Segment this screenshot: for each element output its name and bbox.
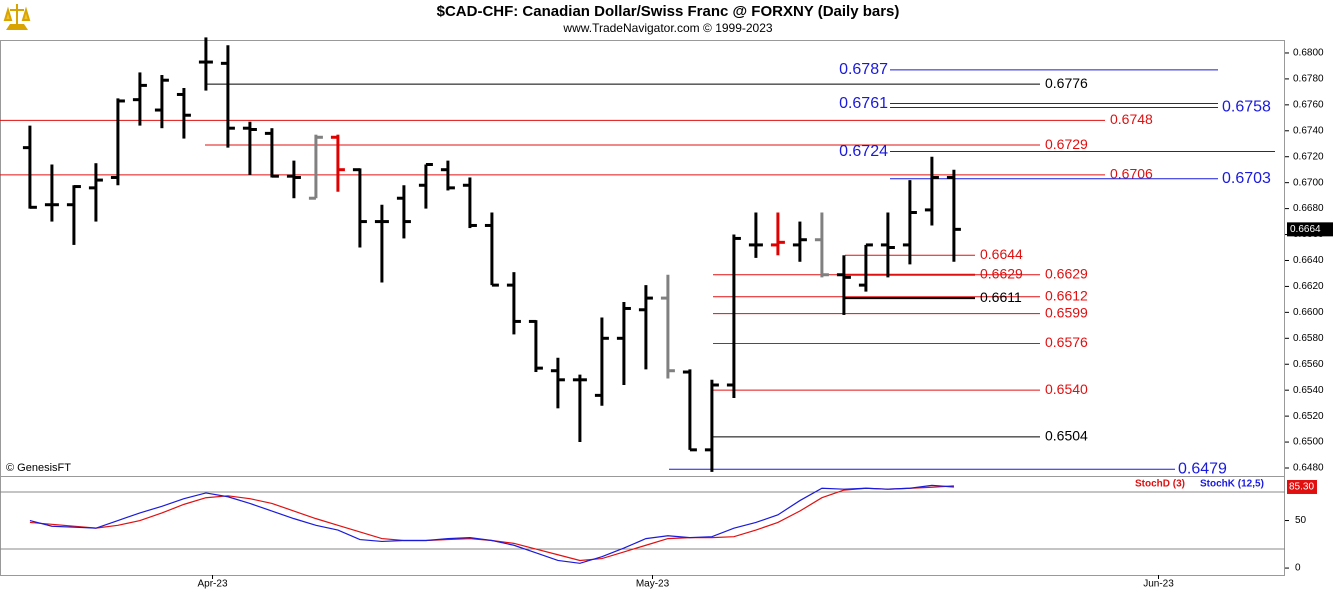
y-tick-label: 0.6600 [1293, 307, 1324, 318]
level-label: 0.6540 [1045, 381, 1088, 397]
chart-subtitle: www.TradeNavigator.com © 1999-2023 [562, 21, 772, 35]
last-price-box [1287, 222, 1333, 237]
level-label: 0.6724 [839, 143, 888, 160]
y-tick-label: 0.6500 [1293, 437, 1324, 448]
y-tick-label: 0.6800 [1293, 48, 1324, 59]
y-tick-label: 0.6760 [1293, 99, 1324, 110]
stoch-panel [0, 476, 1285, 576]
legend-entry: StochD (3) [1135, 479, 1185, 490]
x-tick-label: May-23 [636, 579, 670, 590]
level-label: 0.6599 [1045, 304, 1088, 320]
last-value-box [1287, 479, 1317, 494]
annotation: © GenesisFT [6, 462, 71, 474]
y-tick-label: 0.6520 [1293, 411, 1324, 422]
stoch-line [29, 484, 954, 564]
y-tick-label: 0 [1295, 563, 1301, 574]
y-tick-label: 0.6640 [1293, 255, 1324, 266]
x-tick-label: Apr-23 [198, 579, 228, 590]
level-label: 0.6729 [1045, 136, 1088, 152]
y-tick-label: 0.6680 [1293, 203, 1324, 214]
y-tick-label: 0.6540 [1293, 385, 1324, 396]
last-price-label: 0.6664 [1290, 224, 1321, 235]
level-label: 0.6758 [1222, 99, 1271, 116]
level-label: 0.6611 [980, 289, 1022, 305]
y-tick-label: 50 [1295, 515, 1307, 526]
y-tick-label: 0.6720 [1293, 151, 1324, 162]
level-label: 0.6612 [1045, 288, 1088, 304]
y-tick-label: 0.6620 [1293, 281, 1324, 292]
level-label: 0.6644 [980, 246, 1023, 262]
level-label: 0.6776 [1045, 75, 1088, 91]
x-tick-label: Jun-23 [1143, 579, 1174, 590]
level-label: 0.6576 [1045, 334, 1088, 350]
y-tick-label: 0.6740 [1293, 125, 1324, 136]
level-label: 0.6748 [1110, 111, 1153, 127]
y-tick-label: 0.6580 [1293, 333, 1324, 344]
level-label: 0.6703 [1222, 170, 1271, 187]
level-label: 0.6706 [1110, 166, 1153, 182]
y-tick-label: 0.6480 [1293, 463, 1324, 474]
legend-entry: StochK (12,5) [1200, 479, 1264, 490]
level-label: 0.6787 [839, 61, 888, 78]
chart-title: $CAD-CHF: Canadian Dollar/Swiss Franc @ … [437, 3, 900, 20]
level-label: 0.6629 [980, 265, 1023, 281]
logo [3, 4, 31, 30]
level-label: 0.6761 [839, 95, 888, 112]
y-tick-label: 0.6560 [1293, 359, 1324, 370]
level-label: 0.6629 [1045, 265, 1088, 281]
level-label: 0.6504 [1045, 428, 1088, 444]
y-tick-label: 0.6780 [1293, 74, 1324, 85]
y-tick-label: 0.6700 [1293, 177, 1324, 188]
level-label: 0.6479 [1178, 461, 1227, 478]
last-value-label: 85.30 [1289, 482, 1314, 493]
